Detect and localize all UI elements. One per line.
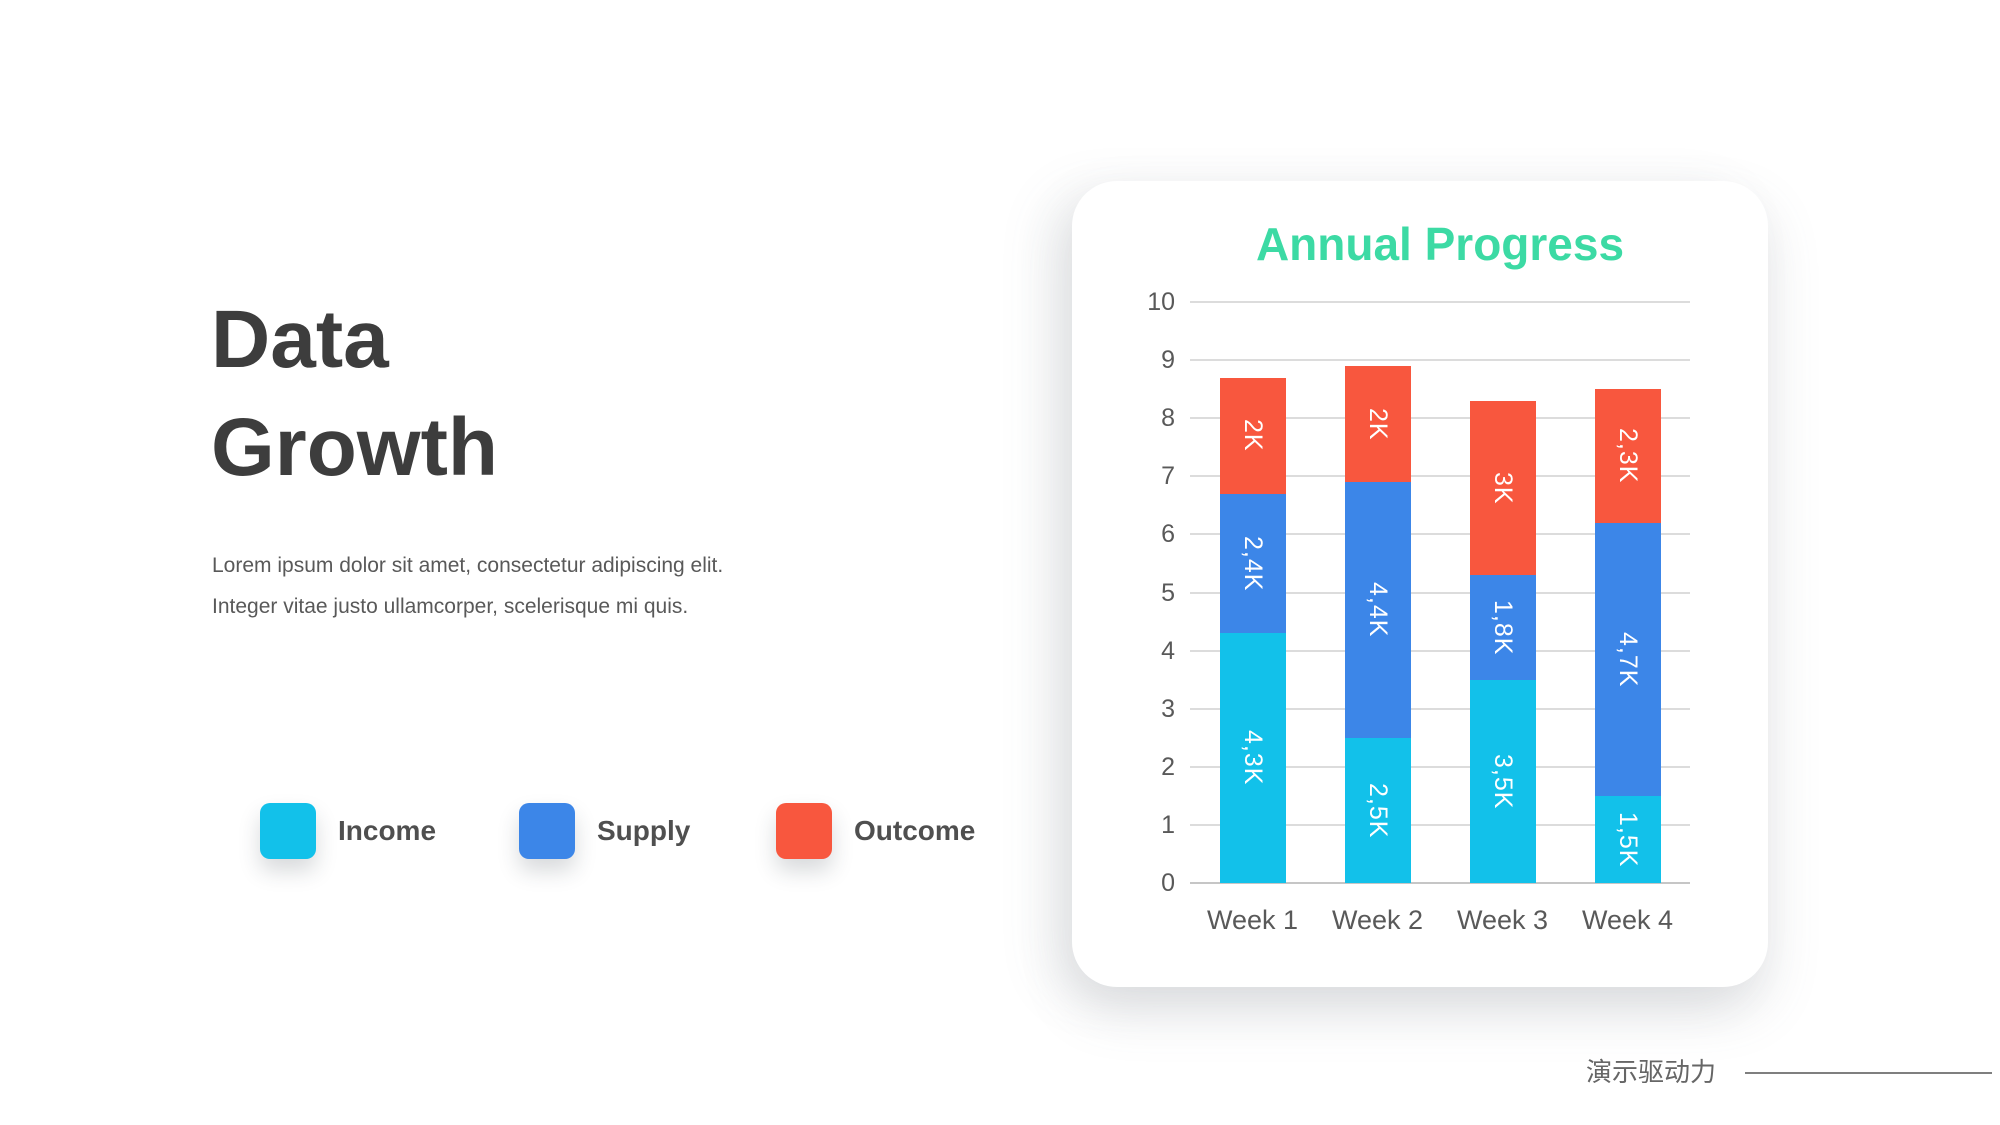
bar-value-label: 4,4K xyxy=(1364,582,1392,638)
gridline-y9 xyxy=(1190,359,1690,362)
legend-swatch-income xyxy=(260,803,316,859)
bar-segment-supply: 2,4K xyxy=(1219,493,1286,634)
gridline-y5 xyxy=(1190,591,1690,594)
y-axis-tick-label: 4 xyxy=(1161,636,1175,665)
bar-segment-supply: 1,8K xyxy=(1469,575,1536,680)
gridline-y1 xyxy=(1190,823,1690,826)
chart-card: Annual Progress 0 1 2 3 4 5 6 7 8 9 10 Week 1 4,3K 2,… xyxy=(1072,181,1768,987)
bar-segment-outcome: 3K xyxy=(1469,400,1536,576)
bar-segment-income: 3,5K xyxy=(1469,679,1536,883)
gridline-y2 xyxy=(1190,765,1690,768)
x-axis-category-label: Week 3 xyxy=(1456,905,1549,935)
footer-brand-text: 演示驱动力 xyxy=(1586,1057,1717,1087)
bar-value-label: 4,7K xyxy=(1614,631,1642,688)
y-axis-tick-label: 7 xyxy=(1161,462,1175,491)
bar-segment-income: 1,5K xyxy=(1594,795,1661,883)
y-axis-tick-label: 0 xyxy=(1161,869,1175,897)
bar-segment-outcome: 2K xyxy=(1219,377,1286,494)
bar-segment-outcome: 2K xyxy=(1344,365,1411,483)
gridline-y6 xyxy=(1190,533,1690,536)
chart-plot-area: 0 1 2 3 4 5 6 7 8 9 10 Week 1 4,3K 2,4K 2K Week 2 2,5K 4,… xyxy=(1072,181,1768,987)
x-axis-category-label: Week 2 xyxy=(1331,905,1424,935)
gridline-y4 xyxy=(1190,649,1690,652)
gridline-y0 xyxy=(1190,882,1690,884)
y-axis-tick-label: 2 xyxy=(1161,752,1175,781)
bar-segment-supply: 4,4K xyxy=(1344,482,1411,738)
bar-value-label: 2,3K xyxy=(1614,428,1642,484)
x-axis-category-label: Week 4 xyxy=(1581,905,1674,935)
slide-description: Lorem ipsum dolor sit amet, consectetur … xyxy=(212,554,724,618)
bar-value-label: 2K xyxy=(1364,407,1392,441)
bar-segment-income: 4,3K xyxy=(1219,633,1286,883)
y-axis-tick-label: 9 xyxy=(1161,346,1175,375)
gridline-y10 xyxy=(1190,301,1690,303)
bar-value-label: 4,3K xyxy=(1239,730,1267,786)
legend-label-supply: Supply xyxy=(597,815,691,846)
gridline-y8 xyxy=(1190,417,1690,420)
legend-swatch-supply xyxy=(519,803,575,859)
footer-divider-line xyxy=(1745,1072,1992,1074)
legend-swatch-outcome xyxy=(776,803,832,859)
y-axis-tick-label: 10 xyxy=(1147,288,1175,316)
gridline-y3 xyxy=(1190,707,1690,710)
y-axis-tick-label: 8 xyxy=(1161,404,1175,433)
legend-label-outcome: Outcome xyxy=(854,815,976,846)
bar-value-label: 1,5K xyxy=(1614,811,1642,868)
bar-value-label: 3K xyxy=(1489,471,1517,505)
legend-label-income: Income xyxy=(338,815,437,846)
bar-value-label: 2,4K xyxy=(1239,535,1267,592)
y-axis-tick-label: 6 xyxy=(1161,520,1175,549)
legend-item-outcome: Outcome xyxy=(776,803,975,859)
slide-title: Data Growth xyxy=(211,294,498,493)
gridline-y7 xyxy=(1190,475,1690,478)
bar-segment-supply: 4,7K xyxy=(1594,522,1661,796)
bar-value-label: 1,8K xyxy=(1489,599,1517,656)
legend-item-income: Income xyxy=(260,803,436,859)
legend-item-supply: Supply xyxy=(519,803,690,859)
chart-title: Annual Progress xyxy=(1255,218,1625,270)
x-axis-category-label: Week 1 xyxy=(1206,905,1299,935)
bar-segment-outcome: 2,3K xyxy=(1594,389,1661,523)
bar-value-label: 3,5K xyxy=(1489,753,1517,810)
y-axis-tick-label: 1 xyxy=(1161,810,1175,839)
y-axis-tick-label: 5 xyxy=(1161,578,1175,607)
bar-value-label: 2,5K xyxy=(1364,782,1392,839)
bar-value-label: 2K xyxy=(1239,419,1267,452)
bar-segment-income: 2,5K xyxy=(1344,737,1411,883)
y-axis-tick-label: 3 xyxy=(1161,694,1175,723)
